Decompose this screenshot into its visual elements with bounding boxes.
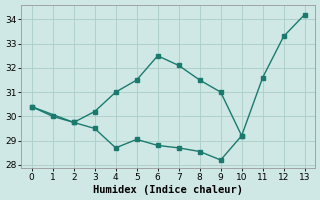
X-axis label: Humidex (Indice chaleur): Humidex (Indice chaleur) xyxy=(93,185,243,195)
